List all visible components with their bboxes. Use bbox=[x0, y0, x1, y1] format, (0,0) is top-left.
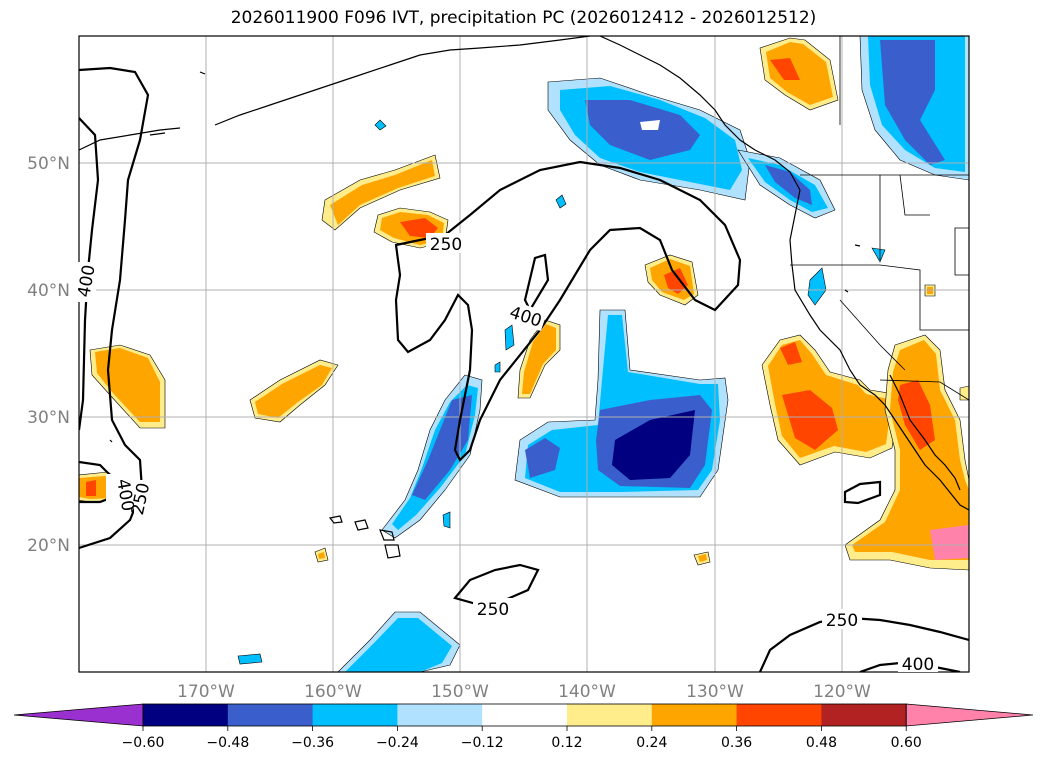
lon-label-130w: 130°W bbox=[686, 682, 744, 702]
lon-label-160w: 160°W bbox=[304, 682, 362, 702]
colorbar-segment bbox=[567, 704, 653, 726]
latitude-labels: 50°N 40°N 30°N 20°N bbox=[27, 154, 70, 556]
colorbar-segment bbox=[312, 704, 398, 726]
colorbar-tick-label: 0.36 bbox=[721, 735, 752, 751]
contour-label: 250 bbox=[477, 600, 509, 620]
colorbar-extend-high bbox=[905, 703, 1034, 727]
colorbar-tick-label: −0.24 bbox=[376, 735, 419, 751]
plot-area bbox=[79, 36, 969, 672]
colorbar-tick-label: −0.12 bbox=[461, 735, 504, 751]
colorbar-segment bbox=[482, 704, 568, 726]
map-title: 2026011900 F096 IVT, precipitation PC (2… bbox=[230, 8, 817, 28]
colorbar-tick-label: −0.60 bbox=[122, 735, 165, 751]
lat-label-50n: 50°N bbox=[27, 154, 70, 174]
lon-label-120w: 120°W bbox=[813, 682, 871, 702]
precip-pc-fill bbox=[79, 36, 969, 672]
colorbar-segment bbox=[736, 704, 822, 726]
contour-label: 250 bbox=[826, 611, 858, 631]
contour-labels: 250 250 250 400 400 400 400 250 bbox=[74, 233, 938, 675]
longitude-labels: 170°W 160°W 150°W 140°W 130°W 120°W bbox=[177, 682, 871, 702]
colorbar-tick-label: −0.36 bbox=[291, 735, 334, 751]
colorbar-segment bbox=[143, 704, 229, 726]
colorbar-tick-label: −0.48 bbox=[206, 735, 249, 751]
colorbar-segment bbox=[397, 704, 483, 726]
colorbar-outline bbox=[142, 703, 907, 727]
coastlines bbox=[79, 36, 969, 559]
lon-label-140w: 140°W bbox=[558, 682, 616, 702]
colorbar-tick-label: 0.60 bbox=[891, 735, 922, 751]
lon-label-170w: 170°W bbox=[177, 682, 235, 702]
plot-frame bbox=[78, 35, 970, 673]
colorbar: −0.60 −0.48 −0.36 −0.24 −0.12 0.12 0.24 0.36 0.4… bbox=[13, 703, 1034, 751]
colorbar-extend-low bbox=[13, 703, 144, 727]
colorbar-tick-label: 0.24 bbox=[636, 735, 667, 751]
political-borders bbox=[790, 36, 969, 401]
colorbar-segment bbox=[227, 704, 314, 726]
contour-label: 250 bbox=[430, 235, 462, 255]
colorbar-tick-label: 0.48 bbox=[806, 735, 837, 751]
gridlines bbox=[79, 36, 969, 672]
lon-label-150w: 150°W bbox=[431, 682, 489, 702]
lat-label-40n: 40°N bbox=[27, 281, 70, 301]
lat-label-30n: 30°N bbox=[27, 408, 70, 428]
lat-label-20n: 20°N bbox=[27, 536, 70, 556]
colorbar-tick-label: 0.12 bbox=[551, 735, 582, 751]
colorbar-segment bbox=[651, 704, 738, 726]
contour-label: 400 bbox=[902, 655, 934, 675]
colorbar-segment bbox=[821, 704, 907, 726]
